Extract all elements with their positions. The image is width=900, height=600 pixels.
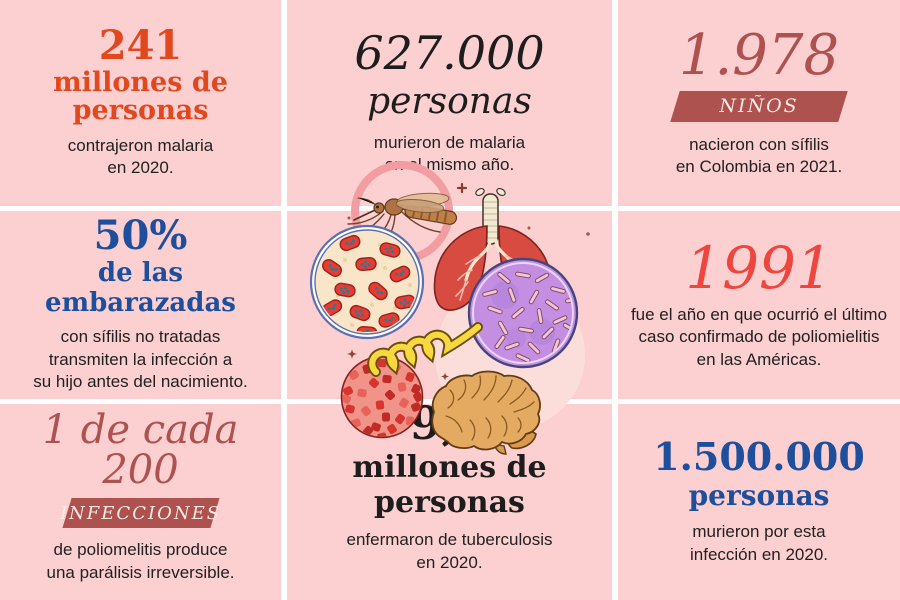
cell-polio-paralysis: 1 de cada 200 INFECCIONES de poliomeliti… [0, 404, 281, 600]
cell-polio-year: 1991 fue el año en que ocurrió el último… [618, 211, 900, 399]
polio-paralysis-number: 1 de cada 200 [42, 407, 239, 494]
tb-deaths-number: 1.500.000 [653, 434, 865, 480]
column-gutter-2 [612, 0, 618, 600]
cell-syphilis-births: 1.978 NIÑOS nacieron con sífilis en Colo… [618, 0, 900, 206]
cell-tb-deaths: 1.500.000 personas murieron por esta inf… [618, 404, 900, 600]
treponema-spiral-icon [367, 322, 483, 377]
malaria-deaths-body: murieron de malaria en el mismo año. [373, 132, 526, 174]
infecciones-badge: INFECCIONES [60, 498, 219, 528]
cell-syphilis-pregnant: 50% de las embarazadas con sífilis no tr… [0, 211, 281, 399]
syphilis-births-number: 1.978 [678, 22, 840, 88]
polio-year-number: 1991 [685, 233, 833, 302]
malaria-cases-body: contrajeron malaria en 2020. [67, 135, 214, 178]
tb-deaths-subhead: personas [688, 479, 830, 513]
cell-tb-cases: 9,9 millones de personas enfermaron de t… [287, 400, 612, 600]
polio-paralysis-body: de poliomelitis produce una parálisis ir… [46, 540, 235, 582]
malaria-cases-number: 241 [98, 22, 183, 70]
ninos-badge-label: NIÑOS [719, 95, 799, 118]
malaria-blood-smear-icon [309, 224, 425, 340]
syphilis-pregnant-subhead: de las embarazadas [45, 258, 236, 319]
malaria-cases-subhead: millones de personas [53, 67, 228, 127]
sparkle-icons [347, 216, 590, 381]
infecciones-badge-label: INFECCIONES [59, 502, 222, 524]
syphilis-births-body: nacieron con sífilis en Colombia en 2021… [675, 134, 843, 176]
malaria-deaths-number: 627.000 [354, 25, 545, 80]
tuberculosis-bacilli-dish-icon [467, 257, 579, 369]
lungs-icon [433, 225, 553, 311]
tb-cases-number: 9,9 [409, 396, 490, 451]
malaria-deaths-subhead: personas [367, 80, 532, 122]
syphilis-pregnant-body: con sífilis no tratadas transmiten la in… [33, 327, 248, 392]
tb-deaths-body: murieron por esta infección en 2020. [690, 522, 828, 564]
tb-cases-body: enfermaron de tuberculosis en 2020. [346, 530, 553, 572]
cell-malaria-deaths: 627.000 personas murieron de malaria en … [287, 0, 612, 206]
tb-cases-subhead: millones de personas [352, 450, 547, 521]
polio-year-body: fue el año en que ocurrió el último caso… [630, 304, 888, 369]
syphilis-pregnant-number: 50% [93, 212, 188, 260]
ninos-badge: NIÑOS [675, 91, 843, 122]
column-gutter-1 [281, 0, 287, 600]
cell-malaria-cases: 241 millones de personas contrajeron mal… [0, 0, 281, 206]
